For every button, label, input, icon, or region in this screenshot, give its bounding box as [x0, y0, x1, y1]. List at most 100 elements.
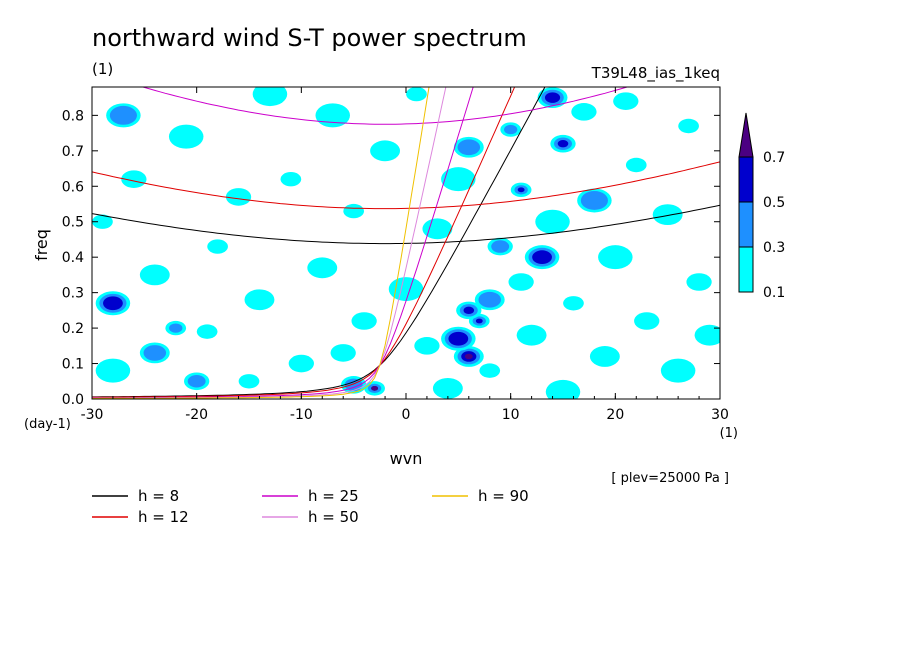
contour-fill-layer	[92, 87, 720, 399]
dispersion-curve-8-upper	[92, 204, 720, 245]
contour-blob	[207, 239, 228, 254]
contour-blob	[475, 318, 483, 324]
contour-blob	[652, 204, 683, 226]
contour-blob	[571, 103, 597, 121]
y-tick-label: 0.8	[62, 108, 84, 124]
contour-blob	[478, 291, 502, 308]
contour-blob	[503, 124, 518, 135]
contour-blob	[545, 379, 581, 399]
y-tick-label: 0.3	[62, 286, 84, 302]
contour-blob	[371, 385, 379, 391]
contour-blob	[169, 323, 183, 333]
contour-blob	[95, 358, 131, 383]
contour-blob	[196, 324, 218, 339]
colorbar-label: 0.3	[763, 240, 785, 256]
x-tick-label: 10	[502, 407, 520, 423]
contour-blob	[694, 324, 720, 346]
chart-subtitle-right: T39L48_ias_1keq	[591, 64, 720, 83]
contour-blob	[508, 273, 534, 291]
contour-blob	[351, 312, 377, 330]
contour-blob	[589, 346, 620, 367]
contour-blob	[187, 375, 206, 388]
y-tick-label: 0.0	[62, 392, 84, 408]
contour-blob	[288, 354, 314, 373]
contour-blob	[479, 363, 501, 378]
contour-blob	[422, 218, 453, 240]
contour-blob	[168, 124, 204, 149]
contour-blob	[441, 167, 476, 192]
chart-subtitle-left: (1)	[92, 60, 113, 78]
contour-blob	[307, 257, 338, 279]
footnote: [ plev=25000 Pa ]	[611, 471, 729, 486]
contour-blob	[343, 203, 365, 219]
colorbar-segment	[738, 246, 754, 293]
contour-blob	[406, 87, 427, 102]
y-tick-label: 0.6	[62, 179, 84, 195]
y-tick-label: 0.4	[62, 250, 84, 266]
contour-blob	[139, 264, 170, 286]
contour-blob	[535, 209, 570, 234]
contour-blob	[516, 324, 547, 346]
x-axis-unit: (1)	[720, 426, 738, 441]
legend-label: h = 8	[138, 487, 179, 505]
y-tick-label: 0.7	[62, 144, 84, 160]
contour-blob	[103, 296, 123, 311]
y-axis: 0.0 0.1 0.2 0.3 0.4 0.5 0.6 0.7 0.8	[62, 108, 720, 408]
y-axis-label: freq	[32, 229, 51, 261]
contour-blob	[517, 187, 525, 193]
y-tick-label: 0.5	[62, 215, 84, 231]
dispersion-curve-12-upper	[92, 161, 720, 210]
contour-blob	[678, 118, 699, 134]
legend: h = 8 h = 12 h = 25 h = 50 h = 90	[92, 487, 529, 526]
contour-blob	[448, 331, 469, 346]
contour-blob	[330, 344, 356, 362]
x-tick-label: 20	[606, 407, 624, 423]
legend-label: h = 25	[308, 487, 359, 505]
contour-blob	[121, 170, 147, 188]
legend-label: h = 50	[308, 508, 359, 526]
colorbar-segment	[738, 201, 754, 248]
x-axis-label: wvn	[390, 449, 423, 468]
contour-blob	[557, 140, 569, 148]
contour-blob	[280, 171, 302, 187]
contour-blob	[109, 105, 137, 125]
contour-blob	[92, 214, 113, 229]
colorbar-segment	[738, 156, 754, 203]
colorbar-arrow	[738, 112, 754, 158]
contour-blob	[491, 240, 510, 253]
y-tick-label: 0.1	[62, 357, 84, 373]
colorbar-label: 0.1	[763, 285, 785, 301]
legend-label: h = 12	[138, 508, 189, 526]
contour-blob	[544, 92, 561, 103]
contour-blob	[432, 377, 463, 399]
chart-title: northward wind S-T power spectrum	[92, 24, 527, 52]
x-tick-label: -30	[81, 407, 104, 423]
contour-blob	[613, 92, 639, 110]
x-tick-label: 30	[711, 407, 729, 423]
contour-blob	[457, 139, 481, 156]
dispersion-curve-50-upper	[92, 0, 720, 10]
contour-blob	[143, 345, 167, 361]
legend-label: h = 90	[478, 487, 529, 505]
x-axis: -30 -20 -10 0 10 20 30	[81, 87, 729, 423]
contour-blob	[315, 103, 350, 128]
contour-blob	[225, 188, 252, 206]
y-axis-unit: (day-1)	[24, 417, 71, 432]
contour-blob	[634, 312, 660, 330]
contour-blob	[252, 87, 288, 107]
colorbar-label: 0.5	[763, 195, 785, 211]
contour-blob	[238, 374, 260, 389]
contour-blob	[463, 306, 475, 315]
contour-blob	[625, 157, 647, 173]
contour-blob	[686, 273, 712, 291]
x-tick-label: -10	[290, 407, 313, 423]
contour-blob	[388, 277, 424, 302]
contour-blob	[563, 296, 584, 311]
colorbar-label: 0.7	[763, 150, 785, 166]
colorbar: 0.7 0.5 0.3 0.1	[738, 112, 785, 301]
x-tick-label: 0	[402, 407, 411, 423]
y-tick-label: 0.2	[62, 321, 84, 337]
contour-blob	[580, 191, 608, 210]
contour-blob	[464, 353, 473, 360]
